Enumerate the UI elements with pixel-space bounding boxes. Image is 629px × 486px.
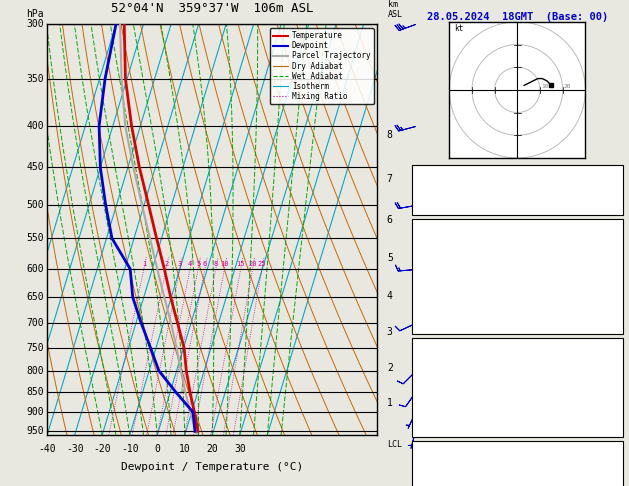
- Text: 996: 996: [564, 358, 581, 368]
- Text: 10: 10: [220, 261, 229, 267]
- Text: -10: -10: [121, 444, 138, 454]
- Text: 950: 950: [26, 426, 44, 436]
- Text: kt: kt: [454, 24, 463, 33]
- Text: 20: 20: [564, 84, 571, 88]
- Text: 650: 650: [26, 292, 44, 302]
- Text: 1.85: 1.85: [564, 202, 587, 211]
- Text: 900: 900: [26, 407, 44, 417]
- Text: 20: 20: [206, 444, 218, 454]
- Text: 30: 30: [234, 444, 246, 454]
- Text: 4: 4: [387, 291, 392, 301]
- Text: 14.4: 14.4: [564, 239, 587, 248]
- Text: 5: 5: [387, 253, 392, 263]
- Legend: Temperature, Dewpoint, Parcel Trajectory, Dry Adiabat, Wet Adiabat, Isotherm, Mi: Temperature, Dewpoint, Parcel Trajectory…: [270, 28, 374, 104]
- Text: 1: 1: [387, 398, 392, 408]
- Text: -40: -40: [38, 444, 56, 454]
- Text: θₑ(K): θₑ(K): [415, 272, 445, 281]
- Text: -20: -20: [93, 444, 111, 454]
- Text: 22: 22: [564, 461, 576, 471]
- Text: SREH: SREH: [415, 478, 438, 486]
- Text: km
ASL: km ASL: [388, 0, 403, 19]
- Text: 400: 400: [26, 121, 44, 131]
- Text: 3: 3: [387, 328, 392, 337]
- Text: Totals Totals: Totals Totals: [415, 185, 491, 195]
- Text: 25: 25: [258, 261, 266, 267]
- Text: 2: 2: [164, 261, 168, 267]
- Text: 4: 4: [188, 261, 192, 267]
- Text: 23: 23: [564, 169, 576, 178]
- Text: 800: 800: [26, 365, 44, 376]
- Text: Most Unstable: Most Unstable: [479, 342, 555, 351]
- Text: CAPE (J): CAPE (J): [415, 305, 462, 314]
- Text: 0: 0: [564, 391, 570, 401]
- Text: 6: 6: [387, 215, 392, 225]
- Text: Mixing Ratio (g/kg): Mixing Ratio (g/kg): [426, 223, 435, 318]
- Text: 8: 8: [214, 261, 218, 267]
- Text: 110: 110: [564, 305, 581, 314]
- Text: Pressure (mb): Pressure (mb): [415, 358, 491, 368]
- Text: Surface: Surface: [497, 222, 538, 232]
- Text: 750: 750: [26, 343, 44, 353]
- Text: Temp (°C): Temp (°C): [415, 239, 468, 248]
- Text: 500: 500: [26, 200, 44, 209]
- Text: 0: 0: [564, 321, 570, 331]
- Text: θₑ (K): θₑ (K): [415, 375, 450, 384]
- Text: CIN (J): CIN (J): [415, 424, 456, 434]
- Text: 8: 8: [387, 130, 392, 140]
- Text: CAPE (J): CAPE (J): [415, 408, 462, 417]
- Text: 60: 60: [564, 478, 576, 486]
- Text: hPa: hPa: [26, 9, 44, 19]
- Text: 0: 0: [564, 288, 570, 298]
- Text: 110: 110: [564, 408, 581, 417]
- Text: 600: 600: [26, 264, 44, 274]
- Text: 5: 5: [196, 261, 200, 267]
- Text: Lifted Index: Lifted Index: [415, 391, 486, 401]
- Text: 28.05.2024  18GMT  (Base: 00): 28.05.2024 18GMT (Base: 00): [426, 12, 608, 22]
- Text: 10: 10: [179, 444, 191, 454]
- Text: 6: 6: [203, 261, 207, 267]
- Text: 0: 0: [154, 444, 160, 454]
- Text: 13.3: 13.3: [564, 255, 587, 265]
- Text: EH: EH: [415, 461, 427, 471]
- Text: 314: 314: [564, 272, 581, 281]
- Text: 850: 850: [26, 387, 44, 397]
- Text: LCL: LCL: [387, 440, 402, 449]
- Text: 46: 46: [564, 185, 576, 195]
- Text: 700: 700: [26, 318, 44, 329]
- Text: Dewpoint / Temperature (°C): Dewpoint / Temperature (°C): [121, 462, 303, 472]
- Text: © weatheronline.co.uk: © weatheronline.co.uk: [465, 465, 570, 474]
- Text: Dewp (°C): Dewp (°C): [415, 255, 468, 265]
- Text: 7: 7: [387, 174, 392, 184]
- Text: 350: 350: [26, 74, 44, 84]
- Text: PW (cm): PW (cm): [415, 202, 456, 211]
- Text: Hodograph: Hodograph: [491, 445, 544, 454]
- Text: 1: 1: [142, 261, 146, 267]
- Text: 450: 450: [26, 162, 44, 173]
- Text: 550: 550: [26, 233, 44, 243]
- Text: 0: 0: [564, 424, 570, 434]
- Text: K: K: [415, 169, 421, 178]
- Text: Lifted Index: Lifted Index: [415, 288, 486, 298]
- Text: 3: 3: [178, 261, 182, 267]
- Text: -30: -30: [66, 444, 84, 454]
- Text: 15: 15: [237, 261, 245, 267]
- Text: 314: 314: [564, 375, 581, 384]
- Text: 20: 20: [248, 261, 257, 267]
- Text: CIN (J): CIN (J): [415, 321, 456, 331]
- Text: 2: 2: [387, 364, 392, 373]
- Text: 300: 300: [26, 19, 44, 29]
- Text: 52°04'N  359°37'W  106m ASL: 52°04'N 359°37'W 106m ASL: [111, 1, 313, 15]
- Text: 10: 10: [541, 84, 548, 88]
